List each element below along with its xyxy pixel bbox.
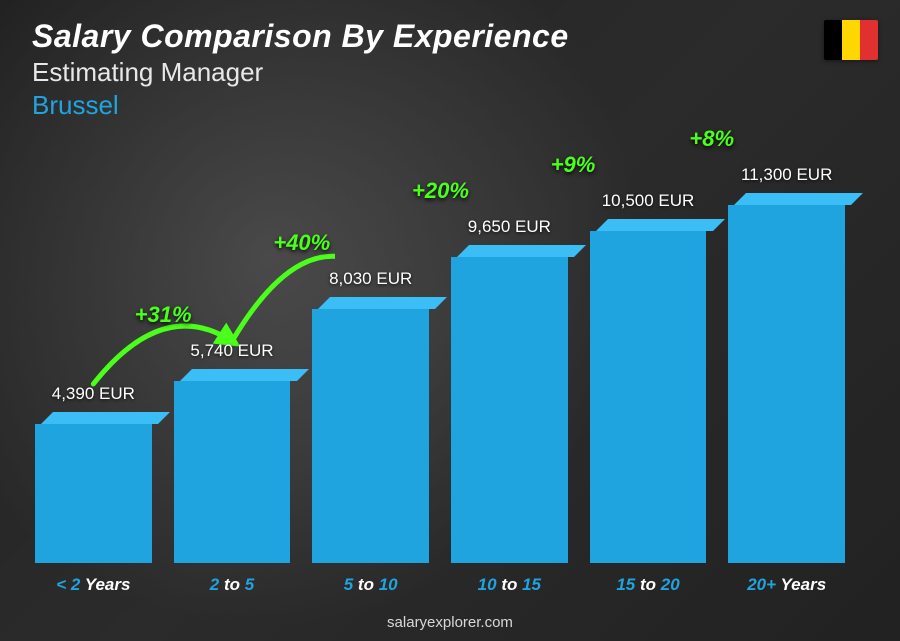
bar [35, 412, 152, 563]
flag-stripe-3 [860, 20, 878, 60]
bar-value-label: 5,740 EUR [190, 341, 273, 361]
bar-column: 5,740 EUR [174, 155, 291, 563]
bar [451, 245, 568, 563]
bar-column: 8,030 EUR [312, 155, 429, 563]
bar-column: 9,650 EUR [451, 155, 568, 563]
flag-stripe-1 [824, 20, 842, 60]
x-axis-label: 15 to 20 [590, 575, 707, 595]
arc-pct-label: +20% [412, 178, 469, 204]
x-axis-label: 2 to 5 [174, 575, 291, 595]
flag-stripe-2 [842, 20, 860, 60]
bar-column: 4,390 EUR [35, 155, 152, 563]
bar-value-label: 10,500 EUR [602, 191, 695, 211]
arc-pct-label: +40% [273, 230, 330, 256]
x-axis-label: 10 to 15 [451, 575, 568, 595]
bar-value-label: 9,650 EUR [468, 217, 551, 237]
arc-pct-label: +8% [689, 126, 734, 152]
bar-value-label: 4,390 EUR [52, 384, 135, 404]
footer-credit: salaryexplorer.com [0, 614, 900, 631]
bars-container: 4,390 EUR 5,740 EUR 8,030 EUR 9,650 EUR 10,5… [35, 155, 845, 563]
flag-icon [824, 20, 878, 60]
header: Salary Comparison By Experience Estimati… [0, 18, 900, 121]
bar-column: 10,500 EUR [590, 155, 707, 563]
x-labels: < 2 Years 2 to 5 5 to 10 10 to 15 15 to 20 20… [35, 575, 845, 595]
bar [312, 297, 429, 563]
salary-bar-chart: 4,390 EUR 5,740 EUR 8,030 EUR 9,650 EUR 10,5… [35, 155, 845, 595]
subtitle: Estimating Manager [32, 57, 900, 88]
bar [174, 369, 291, 563]
x-axis-label: 5 to 10 [312, 575, 429, 595]
arc-pct-label: +9% [551, 152, 596, 178]
location: Brussel [32, 90, 900, 121]
arc-pct-label: +31% [135, 302, 192, 328]
bar [590, 219, 707, 564]
bar-value-label: 8,030 EUR [329, 269, 412, 289]
page-title: Salary Comparison By Experience [32, 18, 900, 55]
bar-column: 11,300 EUR [728, 155, 845, 563]
x-axis-label: 20+ Years [728, 575, 845, 595]
bar-value-label: 11,300 EUR [741, 165, 832, 185]
x-axis-label: < 2 Years [35, 575, 152, 595]
bar [728, 193, 845, 563]
